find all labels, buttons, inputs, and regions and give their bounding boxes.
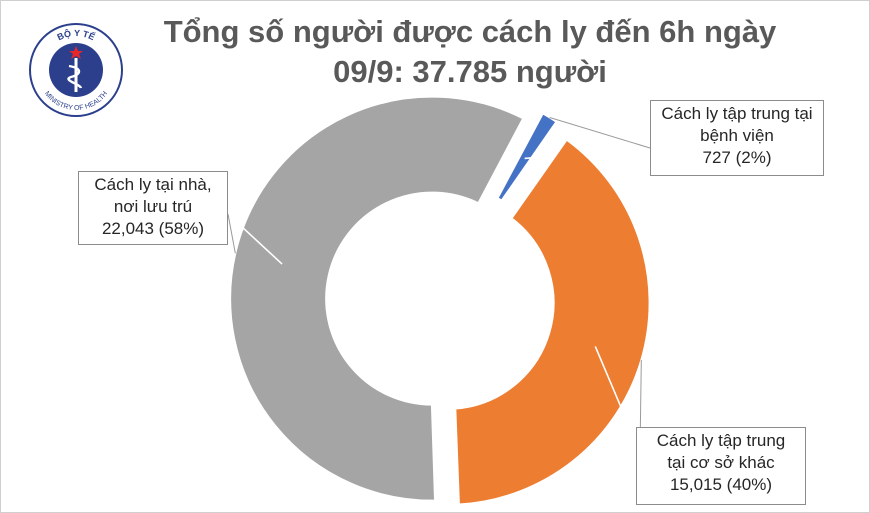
callout-line: 15,015 (40%): [669, 475, 773, 494]
leader-line-outer: [227, 213, 236, 254]
callout-line: Cách ly tại nhà,: [94, 175, 212, 194]
callout-line: Cách ly tập trung tại: [661, 104, 813, 123]
slice-hospital: [496, 112, 558, 202]
callout-line: tại cơ sở khác: [667, 453, 775, 472]
leader-line-outer: [549, 116, 651, 149]
svg-text:BỘ Y TẾ: BỘ Y TẾ: [56, 27, 97, 42]
chart-title-line1: Tổng số người được cách ly đến 6h ngày: [163, 14, 777, 49]
leader-line-hospital: [524, 147, 651, 160]
leader-line-home: [227, 213, 283, 265]
callout-line: nơi lưu trú: [113, 197, 193, 216]
ministry-of-health-logo: BỘ Y TẾ MINISTRY OF HEALTH: [29, 23, 123, 117]
callout-line: bệnh viện: [700, 126, 774, 145]
callout-hospital: Cách ly tập trung tại bệnh viện 727 (2%): [650, 100, 824, 176]
leader-line-other-facility: [594, 346, 641, 453]
callout-line: Cách ly tập trung: [656, 431, 786, 450]
slice-other-facility: [454, 138, 651, 506]
callout-home: Cách ly tại nhà, nơi lưu trú 22,043 (58%…: [78, 171, 228, 245]
callout-line: 727 (2%): [702, 148, 772, 167]
star-icon: [69, 46, 83, 59]
slice-home: [229, 95, 525, 502]
callout-other-facility: Cách ly tập trung tại cơ sở khác 15,015 …: [636, 427, 806, 505]
chart-title-line2: 09/9: 37.785 người: [333, 54, 607, 89]
chart-title: Tổng số người được cách ly đến 6h ngày 0…: [130, 12, 810, 92]
logo-top-text: BỘ Y TẾ: [56, 27, 97, 42]
callout-line: 22,043 (58%): [101, 219, 205, 238]
